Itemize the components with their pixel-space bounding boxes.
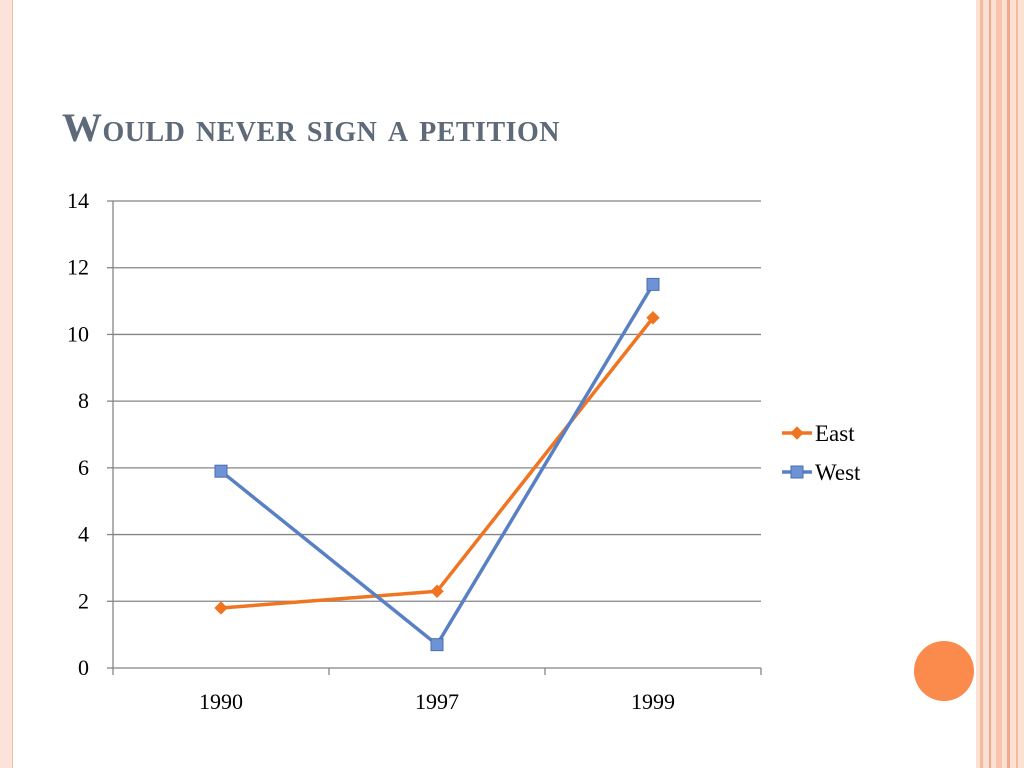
data-point-west (646, 277, 660, 291)
data-point-east (646, 311, 660, 325)
y-tick-label: 8 (78, 388, 89, 413)
data-point-west (214, 464, 228, 478)
data-point-east (214, 601, 228, 615)
legend-label-west: West (815, 460, 861, 485)
data-point-east (430, 584, 444, 598)
data-point-west (430, 638, 444, 652)
x-tick-label: 1990 (199, 689, 243, 714)
legend-marker-east (790, 426, 804, 440)
y-tick-label: 14 (67, 188, 89, 213)
x-tick-label: 1997 (415, 689, 459, 714)
slide-title: Would never sign a petition (62, 105, 561, 150)
right-stripe-decoration (976, 0, 1024, 768)
y-tick-label: 4 (78, 522, 89, 547)
y-tick-label: 2 (78, 588, 89, 613)
legend-marker-west (790, 465, 804, 479)
y-tick-label: 10 (67, 321, 89, 346)
y-tick-label: 12 (67, 255, 89, 280)
y-tick-label: 6 (78, 455, 89, 480)
series-line-east (220, 316, 655, 610)
y-tick-label: 0 (78, 655, 89, 680)
legend-label-east: East (815, 421, 855, 446)
decorative-circle (914, 641, 974, 701)
x-tick-label: 1999 (631, 689, 675, 714)
left-border-decoration (0, 0, 13, 768)
